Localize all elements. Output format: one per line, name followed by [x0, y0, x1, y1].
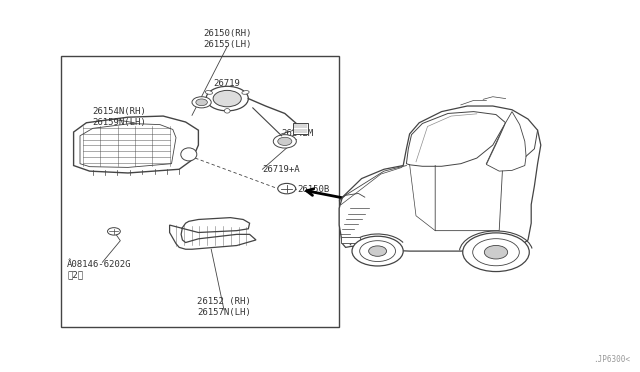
- Polygon shape: [406, 112, 506, 166]
- Polygon shape: [170, 218, 256, 249]
- Ellipse shape: [242, 91, 249, 94]
- Text: .JP6300<: .JP6300<: [593, 355, 630, 364]
- Circle shape: [463, 233, 529, 272]
- Circle shape: [273, 135, 296, 148]
- Bar: [341, 237, 360, 243]
- Text: 26150(RH)
26155(LH): 26150(RH) 26155(LH): [203, 29, 252, 49]
- Circle shape: [108, 228, 120, 235]
- Circle shape: [369, 246, 387, 256]
- Circle shape: [278, 183, 296, 194]
- Circle shape: [196, 99, 207, 106]
- Text: 26242M: 26242M: [282, 129, 314, 138]
- Circle shape: [278, 137, 292, 145]
- Polygon shape: [339, 106, 541, 251]
- Polygon shape: [486, 112, 526, 171]
- Circle shape: [206, 86, 248, 111]
- Text: 26150B: 26150B: [298, 185, 330, 194]
- Bar: [61, 56, 339, 327]
- Circle shape: [352, 236, 403, 266]
- Circle shape: [484, 246, 508, 259]
- Polygon shape: [80, 124, 176, 167]
- Ellipse shape: [205, 91, 212, 94]
- Circle shape: [192, 97, 211, 108]
- Circle shape: [213, 90, 241, 107]
- Text: 26719: 26719: [214, 79, 241, 88]
- Text: 26152 (RH)
26157N(LH): 26152 (RH) 26157N(LH): [197, 297, 251, 317]
- Ellipse shape: [180, 148, 197, 161]
- Circle shape: [473, 239, 519, 266]
- Text: 26719+A: 26719+A: [262, 165, 300, 174]
- Polygon shape: [74, 116, 198, 173]
- FancyBboxPatch shape: [293, 123, 308, 134]
- Text: Â08146-6202G
（2）: Â08146-6202G （2）: [67, 260, 132, 280]
- Ellipse shape: [225, 109, 230, 113]
- Circle shape: [360, 241, 396, 262]
- Text: 26154N(RH)
26159N(LH): 26154N(RH) 26159N(LH): [93, 107, 147, 127]
